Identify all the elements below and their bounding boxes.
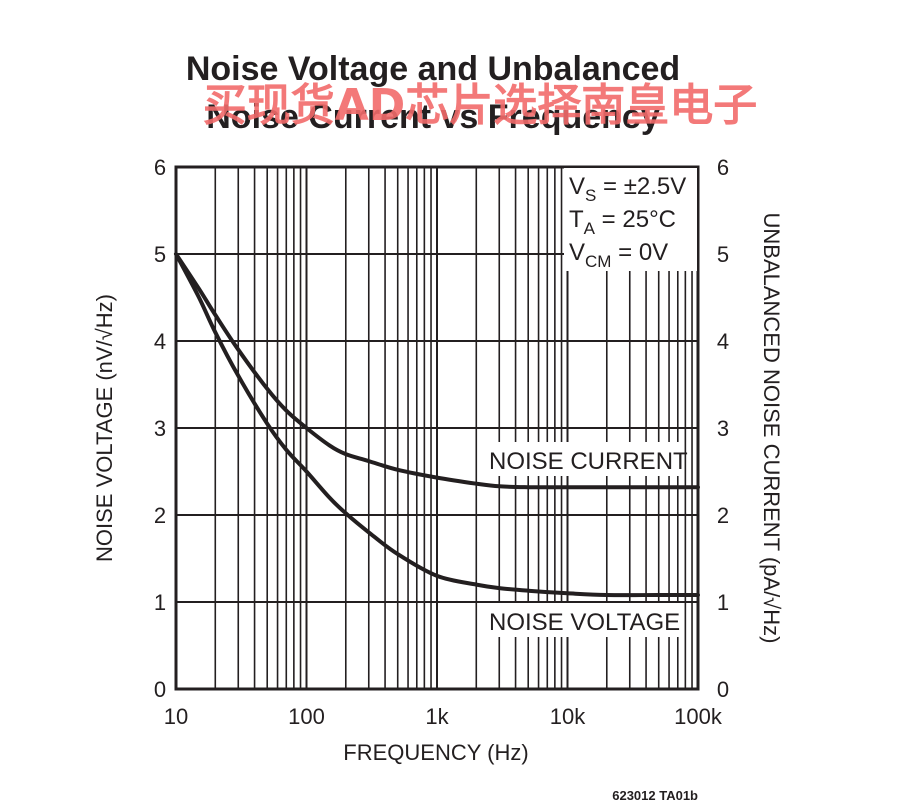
condition-line: VS = ±2.5V — [569, 173, 686, 205]
series-label-noise-voltage: NOISE VOLTAGE — [489, 609, 680, 636]
y-tick-label-left: 3 — [154, 416, 166, 441]
x-tick-label: 100k — [674, 704, 723, 729]
tick-labels: 0 0 1 1 2 2 3 3 4 4 5 5 6 6 10 100 1k 10k 100k — [154, 155, 729, 729]
y-tick-label-right: 1 — [717, 590, 729, 615]
y-tick-label-left: 2 — [154, 503, 166, 528]
x-tick-label: 1k — [425, 704, 449, 729]
y-tick-label-left: 1 — [154, 590, 166, 615]
y-tick-label-right: 4 — [717, 329, 729, 354]
y-tick-label-left: 6 — [154, 155, 166, 180]
y-axis-label-left: NOISE VOLTAGE (nV/√Hz) — [92, 294, 117, 562]
condition-line: VCM = 0V — [569, 239, 668, 271]
y-axis-label-right: UNBALANCED NOISE CURRENT (pA/√Hz) — [759, 213, 784, 644]
plot-frame — [174, 165, 700, 691]
conditions-box — [564, 168, 697, 271]
watermark: 买现货AD芯片选择南皇电子 — [203, 80, 758, 131]
y-tick-label-right: 2 — [717, 503, 729, 528]
x-axis-label: FREQUENCY (Hz) — [343, 740, 528, 765]
y-tick-label-right: 3 — [717, 416, 729, 441]
y-tick-label-right: 6 — [717, 155, 729, 180]
x-tick-label: 10k — [550, 704, 586, 729]
y-tick-label-left: 5 — [154, 242, 166, 267]
grid — [174, 165, 700, 691]
y-tick-label-right: 0 — [717, 677, 729, 702]
x-tick-label: 10 — [164, 704, 188, 729]
y-tick-label-left: 0 — [154, 677, 166, 702]
y-tick-label-right: 5 — [717, 242, 729, 267]
series-line-noise-current — [174, 252, 700, 490]
part-number: 623012 TA01b — [612, 788, 698, 803]
noise-current-label-bg — [484, 442, 680, 476]
noise-voltage-label-bg — [484, 603, 680, 637]
condition-line: TA = 25°C — [569, 206, 676, 238]
y-tick-label-left: 4 — [154, 329, 166, 354]
chart-title-line2: Noise Current vs Frequency — [206, 98, 660, 136]
chart-title-line1: Noise Voltage and Unbalanced — [186, 50, 680, 88]
series-label-noise-current: NOISE CURRENT — [489, 448, 688, 475]
x-tick-label: 100 — [288, 704, 325, 729]
series-lines — [174, 252, 700, 598]
series-line-noise-voltage — [174, 252, 700, 598]
